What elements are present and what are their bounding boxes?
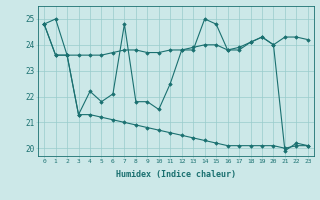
- X-axis label: Humidex (Indice chaleur): Humidex (Indice chaleur): [116, 170, 236, 179]
